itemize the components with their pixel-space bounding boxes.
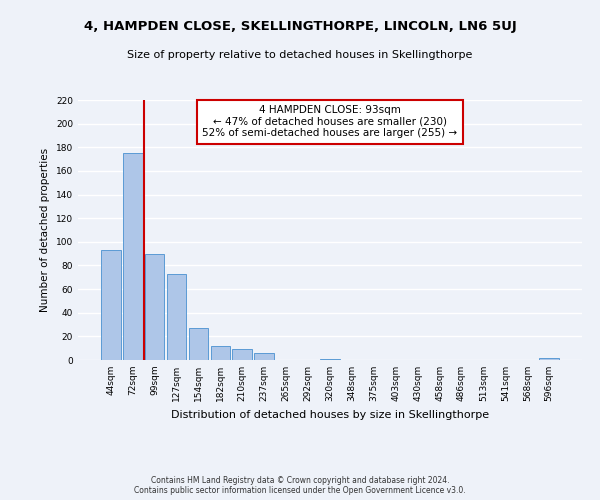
Text: Size of property relative to detached houses in Skellingthorpe: Size of property relative to detached ho… [127, 50, 473, 60]
Bar [188, 328, 208, 360]
Bar [123, 153, 143, 360]
X-axis label: Distribution of detached houses by size in Skellingthorpe: Distribution of detached houses by size … [171, 410, 489, 420]
Bar [232, 350, 252, 360]
Bar [254, 353, 274, 360]
Bar [101, 250, 121, 360]
Text: 4 HAMPDEN CLOSE: 93sqm
← 47% of detached houses are smaller (230)
52% of semi-de: 4 HAMPDEN CLOSE: 93sqm ← 47% of detached… [202, 105, 458, 138]
Bar [320, 359, 340, 360]
Text: Contains HM Land Registry data © Crown copyright and database right 2024.
Contai: Contains HM Land Registry data © Crown c… [134, 476, 466, 495]
Bar [145, 254, 164, 360]
Bar [167, 274, 187, 360]
Text: 4, HAMPDEN CLOSE, SKELLINGTHORPE, LINCOLN, LN6 5UJ: 4, HAMPDEN CLOSE, SKELLINGTHORPE, LINCOL… [83, 20, 517, 33]
Bar [539, 358, 559, 360]
Bar [211, 346, 230, 360]
Y-axis label: Number of detached properties: Number of detached properties [40, 148, 50, 312]
